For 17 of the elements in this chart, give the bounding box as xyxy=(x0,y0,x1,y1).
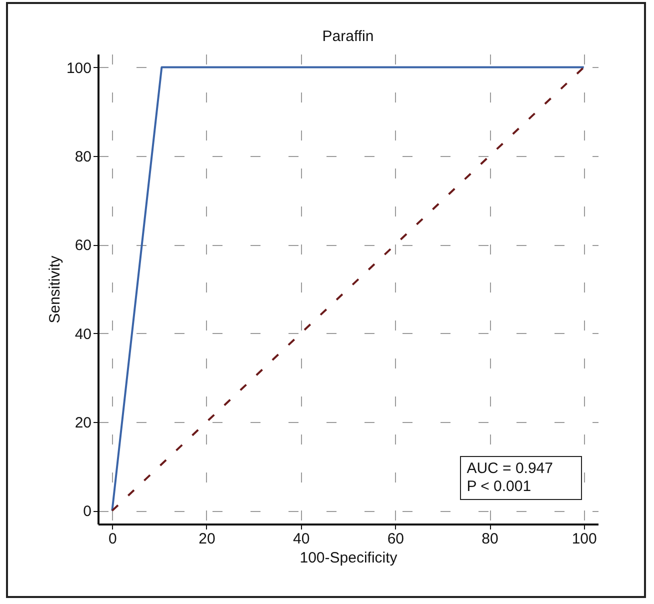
x-axis-title: 100-Specificity xyxy=(300,550,398,566)
x-tick-label: 80 xyxy=(482,530,498,548)
y-tick-label: 40 xyxy=(74,326,92,343)
chart-title: Paraffin xyxy=(322,28,374,45)
x-tick-label: 20 xyxy=(198,530,216,548)
x-tick-label: 40 xyxy=(292,530,310,548)
y-tick-label: 20 xyxy=(74,414,92,432)
y-tick-label: 100 xyxy=(66,60,92,77)
annotation: AUC = 0.947 xyxy=(466,460,553,478)
y-tick-label: 0 xyxy=(83,503,92,520)
y-axis-title: Sensitivity xyxy=(46,255,64,324)
y-tick-label: 60 xyxy=(74,237,92,254)
x-tick-label: 100 xyxy=(572,530,597,548)
x-tick-label: 0 xyxy=(108,530,117,548)
y-tick-label: 80 xyxy=(74,148,92,166)
annotation: P < 0.001 xyxy=(466,478,532,496)
x-tick-label: 60 xyxy=(387,530,404,548)
